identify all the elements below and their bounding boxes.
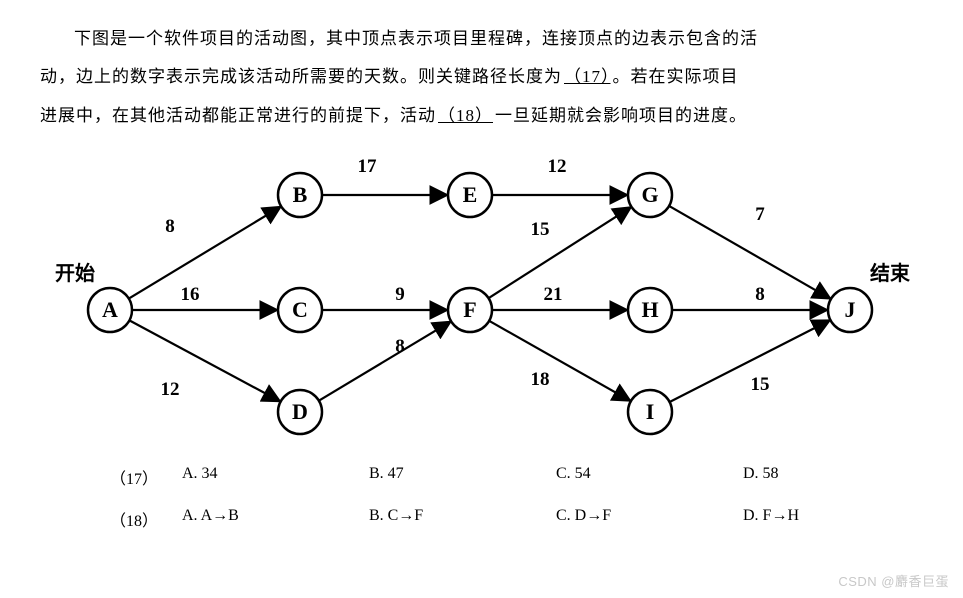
- q17-opt-c: C. 54: [556, 465, 743, 489]
- q17-num: （17）: [110, 465, 182, 489]
- edge-weight-E-G: 12: [548, 156, 567, 177]
- question-paragraph: 下图是一个软件项目的活动图，其中顶点表示项目里程碑，连接顶点的边表示包含的活 动…: [40, 20, 930, 135]
- answers-q17: （17） A. 34 B. 47 C. 54 D. 58: [110, 465, 930, 489]
- node-label-I: I: [646, 399, 655, 424]
- text-line1: 下图是一个软件项目的活动图，其中顶点表示项目里程碑，连接顶点的边表示包含的活: [74, 29, 758, 48]
- watermark: CSDN @麝香巨蛋: [838, 571, 949, 590]
- edge-weight-G-J: 7: [755, 204, 765, 225]
- end-label: 结束: [870, 261, 911, 285]
- q18-opt-c: C. D→F: [556, 507, 743, 531]
- edge-I-J: [670, 321, 829, 402]
- q17-opt-d: D. 58: [743, 465, 930, 489]
- node-label-D: D: [292, 399, 308, 424]
- node-label-E: E: [463, 182, 478, 207]
- edge-weight-F-H: 21: [544, 284, 563, 305]
- edge-weight-F-I: 18: [531, 369, 550, 390]
- node-label-H: H: [641, 297, 658, 322]
- edge-weight-I-J: 15: [751, 374, 770, 395]
- node-label-F: F: [463, 297, 476, 322]
- activity-diagram: 8 16 12 17 9 8 12 15 21 18 7 8 15 A B C D E F G H I J 开始 结束: [0, 140, 963, 450]
- edge-D-F: [319, 322, 450, 400]
- edge-weight-A-C: 16: [181, 284, 200, 305]
- text-line2b: 。若在实际项目: [613, 67, 739, 86]
- edge-weight-F-G: 15: [531, 219, 550, 240]
- edge-A-D: [129, 320, 278, 400]
- node-label-G: G: [641, 182, 658, 207]
- answers-q18: （18） A. A→B B. C→F C. D→F D. F→H: [110, 507, 930, 531]
- edge-weight-A-D: 12: [161, 379, 180, 400]
- text-line2a: 动，边上的数字表示完成该活动所需要的天数。则关键路径长度为: [40, 67, 562, 86]
- start-label: 开始: [55, 261, 95, 285]
- edge-A-B: [129, 207, 280, 298]
- q18-opt-b: B. C→F: [369, 507, 556, 531]
- edge-weight-A-B: 8: [165, 216, 175, 237]
- blank-18: （18）: [436, 106, 495, 125]
- node-label-C: C: [292, 297, 308, 322]
- text-line3a: 进展中，在其他活动都能正常进行的前提下，活动: [40, 106, 436, 125]
- answer-options: （17） A. 34 B. 47 C. 54 D. 58 （18） A. A→B…: [110, 465, 930, 549]
- edge-weight-C-F: 9: [395, 284, 405, 305]
- node-label-J: J: [845, 297, 856, 322]
- edge-G-J: [669, 206, 829, 298]
- edge-weight-B-E: 17: [358, 156, 378, 177]
- node-label-B: B: [293, 182, 308, 207]
- q18-opt-a: A. A→B: [182, 507, 369, 531]
- edge-F-I: [489, 321, 629, 400]
- q17-opt-a: A. 34: [182, 465, 369, 489]
- q18-num: （18）: [110, 507, 182, 531]
- edge-weight-D-F: 8: [395, 336, 405, 357]
- q17-opt-b: B. 47: [369, 465, 556, 489]
- text-line3b: 一旦延期就会影响项目的进度。: [495, 106, 747, 125]
- q18-opt-d: D. F→H: [743, 507, 930, 531]
- blank-17: （17）: [562, 67, 613, 86]
- edge-weight-H-J: 8: [755, 284, 765, 305]
- node-label-A: A: [102, 297, 118, 322]
